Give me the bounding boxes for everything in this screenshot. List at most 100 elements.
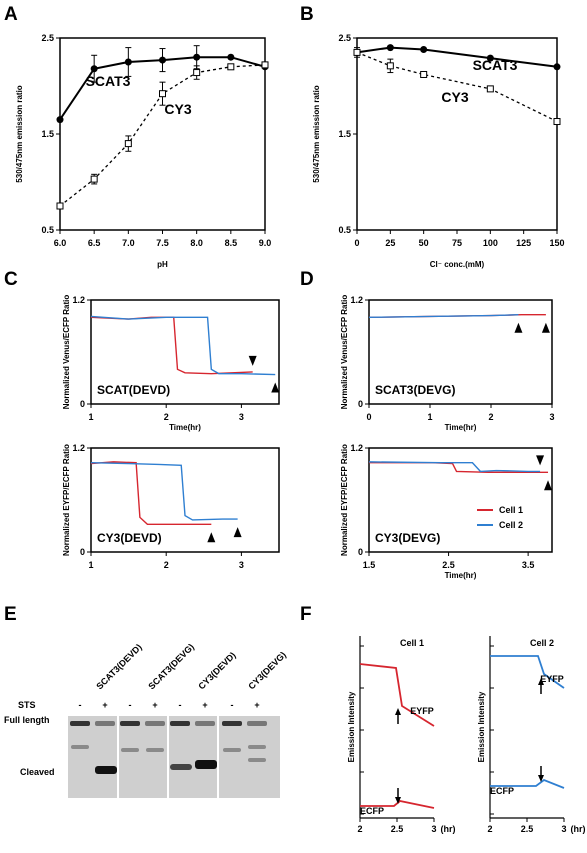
panel-label-d: D bbox=[300, 269, 314, 290]
band-label-cleaved: Cleaved bbox=[20, 767, 55, 777]
x-axis-label: Time(hr) bbox=[445, 423, 477, 432]
condition-label: SCAT(DEVD) bbox=[97, 383, 170, 397]
data-point bbox=[159, 90, 166, 98]
y-axis-label: 530/475nm emission ratio bbox=[312, 85, 321, 182]
data-point bbox=[386, 62, 394, 70]
blot-lane-label: CY3(DEVG) bbox=[246, 650, 288, 692]
band-faint bbox=[248, 745, 266, 749]
trace-label-ecfp: ECFP bbox=[360, 806, 384, 816]
panel-label-e: E bbox=[4, 604, 17, 625]
blot-lane-label: SCAT3(DEVD) bbox=[94, 642, 143, 691]
x-tick-label: 8.5 bbox=[225, 238, 238, 248]
trace-label-ecfp: ECFP bbox=[490, 786, 514, 796]
x-unit-label: (hr) bbox=[441, 824, 456, 834]
arrowhead-marker bbox=[536, 455, 545, 466]
x-tick-label: 0 bbox=[354, 238, 359, 248]
panel-label-a: A bbox=[4, 4, 18, 25]
trace-ecfp bbox=[490, 778, 565, 789]
data-point bbox=[90, 65, 98, 73]
data-point bbox=[193, 53, 201, 61]
band-faint bbox=[71, 745, 89, 749]
y-tick-label: 0 bbox=[80, 547, 85, 557]
x-tick-label: 2.5 bbox=[521, 824, 534, 834]
data-point bbox=[420, 70, 428, 78]
data-point bbox=[420, 46, 428, 54]
series-line-cy3 bbox=[356, 51, 558, 123]
y-tick-label: 2.5 bbox=[41, 33, 54, 43]
data-point bbox=[56, 116, 64, 124]
x-unit-label: (hr) bbox=[571, 824, 586, 834]
arrowhead-marker bbox=[233, 527, 242, 538]
data-point bbox=[227, 63, 235, 71]
chart-cy3-devg: 1.5 2.5 3.5 0 1.2 Time(hr) Normalized EYFP/ECF… bbox=[340, 443, 553, 580]
series-line-cell-2 bbox=[368, 314, 519, 319]
y-tick-label: 2.5 bbox=[338, 33, 351, 43]
x-tick-label: 25 bbox=[385, 238, 395, 248]
x-tick-label: 7.0 bbox=[122, 238, 135, 248]
sts-sign: + bbox=[152, 700, 157, 710]
plot-frame bbox=[368, 447, 553, 553]
x-axis-label: Cl⁻ conc.(mM) bbox=[430, 260, 485, 269]
chart-chloride-dependence: 0 25 50 75 100 125 150 0.5 1.5 2.5 Cl⁻ conc.(mM) 53… bbox=[312, 33, 565, 269]
y-axis-label: Emission Intensity bbox=[347, 691, 356, 762]
sts-sign: + bbox=[202, 700, 207, 710]
data-point bbox=[124, 58, 132, 66]
band-cleaved bbox=[195, 760, 217, 769]
sts-sign: - bbox=[129, 700, 132, 710]
y-tick-label: 1.5 bbox=[41, 129, 54, 139]
series-label-cy3: CY3 bbox=[441, 89, 468, 105]
y-axis-label: Emission Intensity bbox=[477, 691, 486, 762]
x-tick-label: 3 bbox=[431, 824, 436, 834]
data-point bbox=[553, 63, 561, 71]
x-tick-label: 50 bbox=[419, 238, 429, 248]
y-axis-label: Normalized Venus/ECFP Ratio bbox=[62, 295, 71, 410]
x-axis-label: Time(hr) bbox=[445, 571, 477, 580]
x-tick-label: 9.0 bbox=[259, 238, 272, 248]
series-line-cell-1 bbox=[90, 461, 212, 525]
band-label-full-length: Full length bbox=[4, 715, 50, 725]
x-tick-label: 125 bbox=[516, 238, 531, 248]
data-point bbox=[124, 140, 132, 148]
data-point bbox=[486, 85, 494, 93]
y-tick-label: 0.5 bbox=[338, 225, 351, 235]
data-point bbox=[553, 118, 561, 126]
sts-sign-row: - + - + - + - + bbox=[79, 700, 260, 710]
trace-eyfp bbox=[490, 655, 565, 689]
arrow-down-head bbox=[538, 775, 544, 782]
blot-lane-label: CY3(DEVD) bbox=[196, 650, 237, 691]
plot-frame bbox=[368, 299, 553, 405]
blot-bands bbox=[70, 716, 267, 798]
trace-label-eyfp: EYFP bbox=[540, 674, 564, 684]
band-faint bbox=[146, 748, 164, 752]
band-full-length bbox=[170, 721, 190, 726]
y-tick-label: 0.5 bbox=[41, 225, 54, 235]
y-tick-label: 0 bbox=[80, 399, 85, 409]
arrowhead-marker bbox=[271, 382, 280, 393]
panel-label-b: B bbox=[300, 4, 314, 25]
band-full-length bbox=[195, 721, 215, 726]
band-faint bbox=[121, 748, 139, 752]
data-point bbox=[193, 69, 201, 77]
y-tick-label: 1.2 bbox=[350, 295, 363, 305]
series-line-cell-1 bbox=[90, 316, 253, 375]
x-tick-label: 0 bbox=[366, 412, 371, 422]
y-axis-label: Normalized EYFP/ECFP Ratio bbox=[340, 444, 349, 556]
condition-label: CY3(DEVG) bbox=[375, 531, 440, 545]
x-tick-label: 2 bbox=[488, 412, 493, 422]
arrow-down-head bbox=[395, 797, 401, 804]
x-tick-label: 75 bbox=[452, 238, 462, 248]
y-tick-label: 1.2 bbox=[72, 295, 85, 305]
sts-sign: - bbox=[79, 700, 82, 710]
trace-ecfp bbox=[360, 800, 435, 809]
cell-title: Cell 1 bbox=[400, 638, 424, 648]
chart-scat3-devg: 0 1 2 3 0 1.2 Time(hr) Normalized Venus/ECFP Ra… bbox=[340, 295, 555, 432]
x-tick-label: 2 bbox=[164, 560, 169, 570]
data-point bbox=[56, 202, 64, 210]
x-tick-label: 2 bbox=[357, 824, 362, 834]
series-label-scat3: SCAT3 bbox=[473, 57, 518, 73]
x-tick-label: 3.5 bbox=[522, 560, 535, 570]
y-tick-label: 0 bbox=[358, 399, 363, 409]
blot-lane-label: SCAT3(DEVG) bbox=[146, 642, 196, 692]
x-axis-label: Time(hr) bbox=[169, 423, 201, 432]
x-tick-label: 3 bbox=[239, 412, 244, 422]
